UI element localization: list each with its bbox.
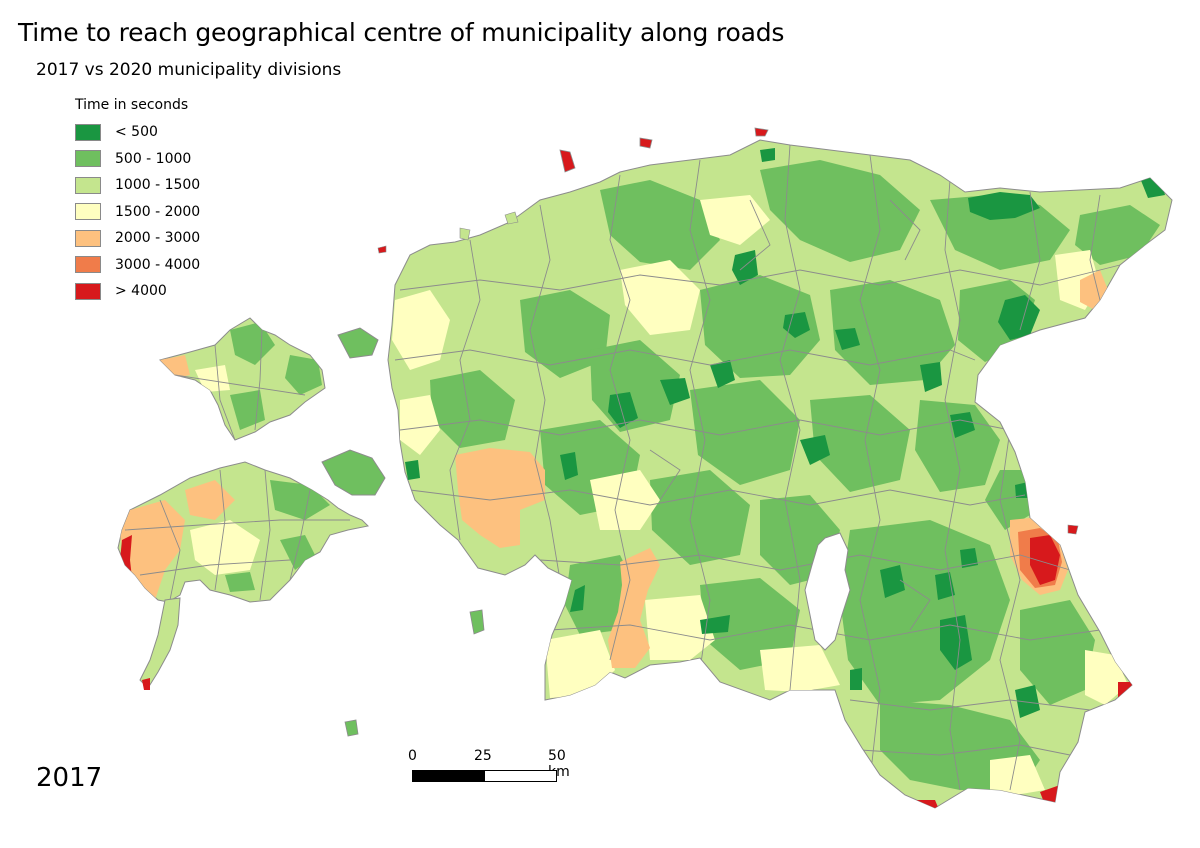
- legend-label: 1500 - 2000: [115, 203, 201, 220]
- ruhnu-island: [344, 719, 359, 737]
- legend-swatch: [75, 123, 101, 141]
- legend-swatch: [75, 229, 101, 247]
- legend-label: < 500: [115, 124, 158, 141]
- legend-swatch: [75, 150, 101, 168]
- scale-label-0: 0: [408, 748, 417, 764]
- map-subtitle: 2017 vs 2020 municipality divisions: [36, 60, 342, 80]
- legend-label: 2000 - 3000: [115, 230, 201, 247]
- legend-item: > 4000: [75, 278, 200, 305]
- legend-item: 3000 - 4000: [75, 252, 200, 279]
- scale-segment-black: [412, 770, 485, 782]
- scale-bar: 0 25 50 km: [404, 748, 574, 793]
- legend-swatch: [75, 203, 101, 221]
- hiiumaa-island: [159, 317, 326, 441]
- legend-label: 500 - 1000: [115, 150, 192, 167]
- year-label: 2017: [36, 763, 103, 793]
- legend-title: Time in seconds: [75, 97, 189, 113]
- legend-label: > 4000: [115, 283, 167, 300]
- legend-item: 1500 - 2000: [75, 199, 200, 226]
- scale-label-25: 25: [474, 748, 492, 764]
- red-patch: [142, 678, 150, 690]
- legend-item: 500 - 1000: [75, 146, 200, 173]
- legend-label: 3000 - 4000: [115, 256, 201, 273]
- peninsula: [139, 597, 181, 689]
- map-title: Time to reach geographical centre of mun…: [18, 18, 785, 47]
- legend-swatch: [75, 282, 101, 300]
- legend-item: 1000 - 1500: [75, 172, 200, 199]
- islet: [559, 149, 576, 173]
- muhu-island: [321, 449, 386, 496]
- legend: Time in seconds < 500 500 - 1000 1000 - …: [75, 97, 200, 305]
- vormsi-island: [337, 327, 379, 359]
- legend-label: 1000 - 1500: [115, 177, 201, 194]
- kihnu-island: [469, 609, 485, 635]
- islet: [504, 211, 519, 225]
- lake: [804, 532, 851, 651]
- saaremaa-island: [117, 461, 370, 603]
- legend-swatch: [75, 176, 101, 194]
- legend-item: < 500: [75, 119, 200, 146]
- islet: [377, 245, 387, 254]
- legend-swatch: [75, 256, 101, 274]
- mainland: [387, 139, 1173, 809]
- islet: [1067, 524, 1079, 535]
- islet: [754, 127, 769, 137]
- islet: [459, 227, 471, 241]
- scale-segment-white: [484, 770, 557, 782]
- islet: [639, 137, 653, 149]
- legend-item: 2000 - 3000: [75, 225, 200, 252]
